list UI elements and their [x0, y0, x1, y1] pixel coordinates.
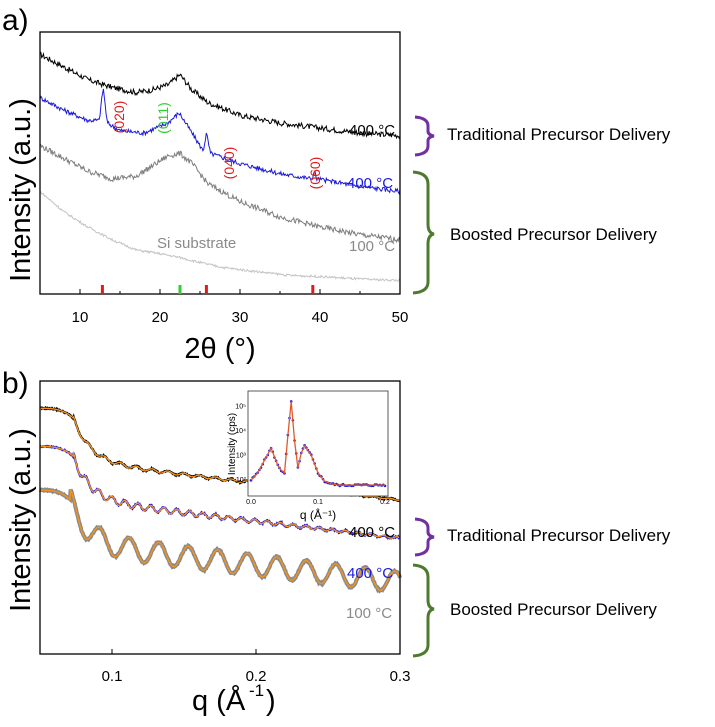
inset-xtick-label-0: 0.0 [246, 499, 256, 506]
panel-a-series [39, 51, 401, 282]
a-bracket-boosted [412, 170, 435, 295]
b-label-100-boosted: 100 °C [346, 605, 392, 622]
a-reflection-label-3: (060) [307, 157, 323, 190]
panel-b-ylabel: Intensity (a.u.) [5, 428, 37, 612]
a-reference-tick-1 [178, 285, 182, 294]
a-label-100-boosted: 100 °C [349, 238, 395, 255]
panel-b-chart: Intensity (a.u.) 0.1 0.2 0.3 q (Å -1 ) 400… [5, 380, 671, 717]
b-series-fit-1 [40, 445, 401, 539]
inset-ytick-label-0: 10⁵ [235, 403, 246, 410]
a-series-line-0 [39, 51, 401, 140]
b-bracket-boosted [412, 563, 435, 658]
b-xtick-label-0: 0.1 [102, 668, 123, 685]
inset-ticks: 0.0 0.1 0.2 10⁵ 10⁴ 10³ 10² [235, 403, 390, 506]
b-series-fit-2 [40, 489, 401, 592]
a-reflection-label-1: (011) [155, 102, 171, 134]
inset-ytick-label-3: 10² [236, 477, 247, 484]
a-reference-tick-3 [311, 285, 315, 294]
a-xtick-label-3: 40 [312, 309, 329, 326]
b-label-400-boosted: 400 °C [347, 565, 393, 582]
b-label-boosted: Boosted Precursor Delivery [450, 600, 657, 619]
a-series-line-2 [39, 143, 401, 244]
a-reference-tick-2 [204, 285, 208, 294]
a-xtick-label-0: 10 [72, 309, 89, 326]
a-label-boosted: Boosted Precursor Delivery [450, 225, 657, 244]
b-label-traditional: Traditional Precursor Delivery [447, 526, 671, 545]
panel-a-letter: a) [2, 4, 29, 37]
panel-a-frame [39, 31, 401, 295]
a-reflection-label-0: (020) [111, 101, 127, 134]
panel-a-xlabel: 2θ (°) [184, 333, 255, 365]
inset-frame [247, 390, 389, 497]
inset-ytick-label-2: 10³ [236, 453, 247, 460]
panel-b-letter: b) [2, 367, 29, 400]
inset-ylabel: Intensity (cps) [227, 413, 238, 475]
a-reference-tick-0 [100, 285, 104, 294]
panel-b-frame [39, 380, 401, 655]
inset-xtick-label-1: 0.1 [313, 499, 323, 506]
a-series-line-1 [39, 88, 401, 195]
panel-b-xlabel-exponent: -1 [249, 681, 264, 700]
b-xtick-label-2: 0.3 [390, 668, 411, 685]
a-bracket-traditional [414, 115, 435, 157]
panel-a-reflection-labels: (020) (011) (040) (060) [111, 101, 323, 190]
a-label-400-traditional: 400 °C [349, 122, 395, 139]
a-label-si-substrate: Si substrate [157, 235, 236, 252]
panel-b-xlabel-q: q (Å [192, 684, 246, 717]
b-bracket-traditional [414, 517, 435, 557]
a-label-400-boosted: 400 °C [347, 175, 393, 192]
inset-xlabel: q (Å⁻¹) [300, 507, 336, 522]
b-xtick-label-1: 0.2 [246, 668, 267, 685]
a-xtick-label-2: 30 [232, 309, 249, 326]
panel-b-xticks: 0.1 0.2 0.3 [102, 649, 411, 685]
panel-b-xlabel-close: ) [266, 685, 276, 717]
a-series-line-3 [39, 190, 401, 282]
b-label-400-traditional: 400 °C [349, 524, 395, 541]
a-xtick-label-4: 50 [392, 309, 409, 326]
inset-fit-line [250, 401, 385, 486]
a-reflection-label-2: (040) [221, 147, 237, 180]
panel-b-inset: 0.0 0.1 0.2 10⁵ 10⁴ 10³ 10² Intensity (cps) q … [227, 390, 390, 522]
panel-a-reference-ticks [100, 285, 315, 294]
inset-ytick-label-1: 10⁴ [235, 428, 246, 435]
a-xtick-label-1: 20 [152, 309, 169, 326]
panel-a-chart: Intensity (a.u.) (020) (011) (040) (060) 10… [5, 31, 671, 365]
b-series-data-2 [38, 487, 402, 594]
inset-series [249, 400, 387, 488]
panel-a-ylabel: Intensity (a.u.) [5, 98, 37, 282]
inset-xtick-label-2: 0.2 [380, 499, 390, 506]
a-label-traditional: Traditional Precursor Delivery [447, 125, 671, 144]
panel-a-xticks: 10 20 30 40 50 [72, 289, 409, 326]
